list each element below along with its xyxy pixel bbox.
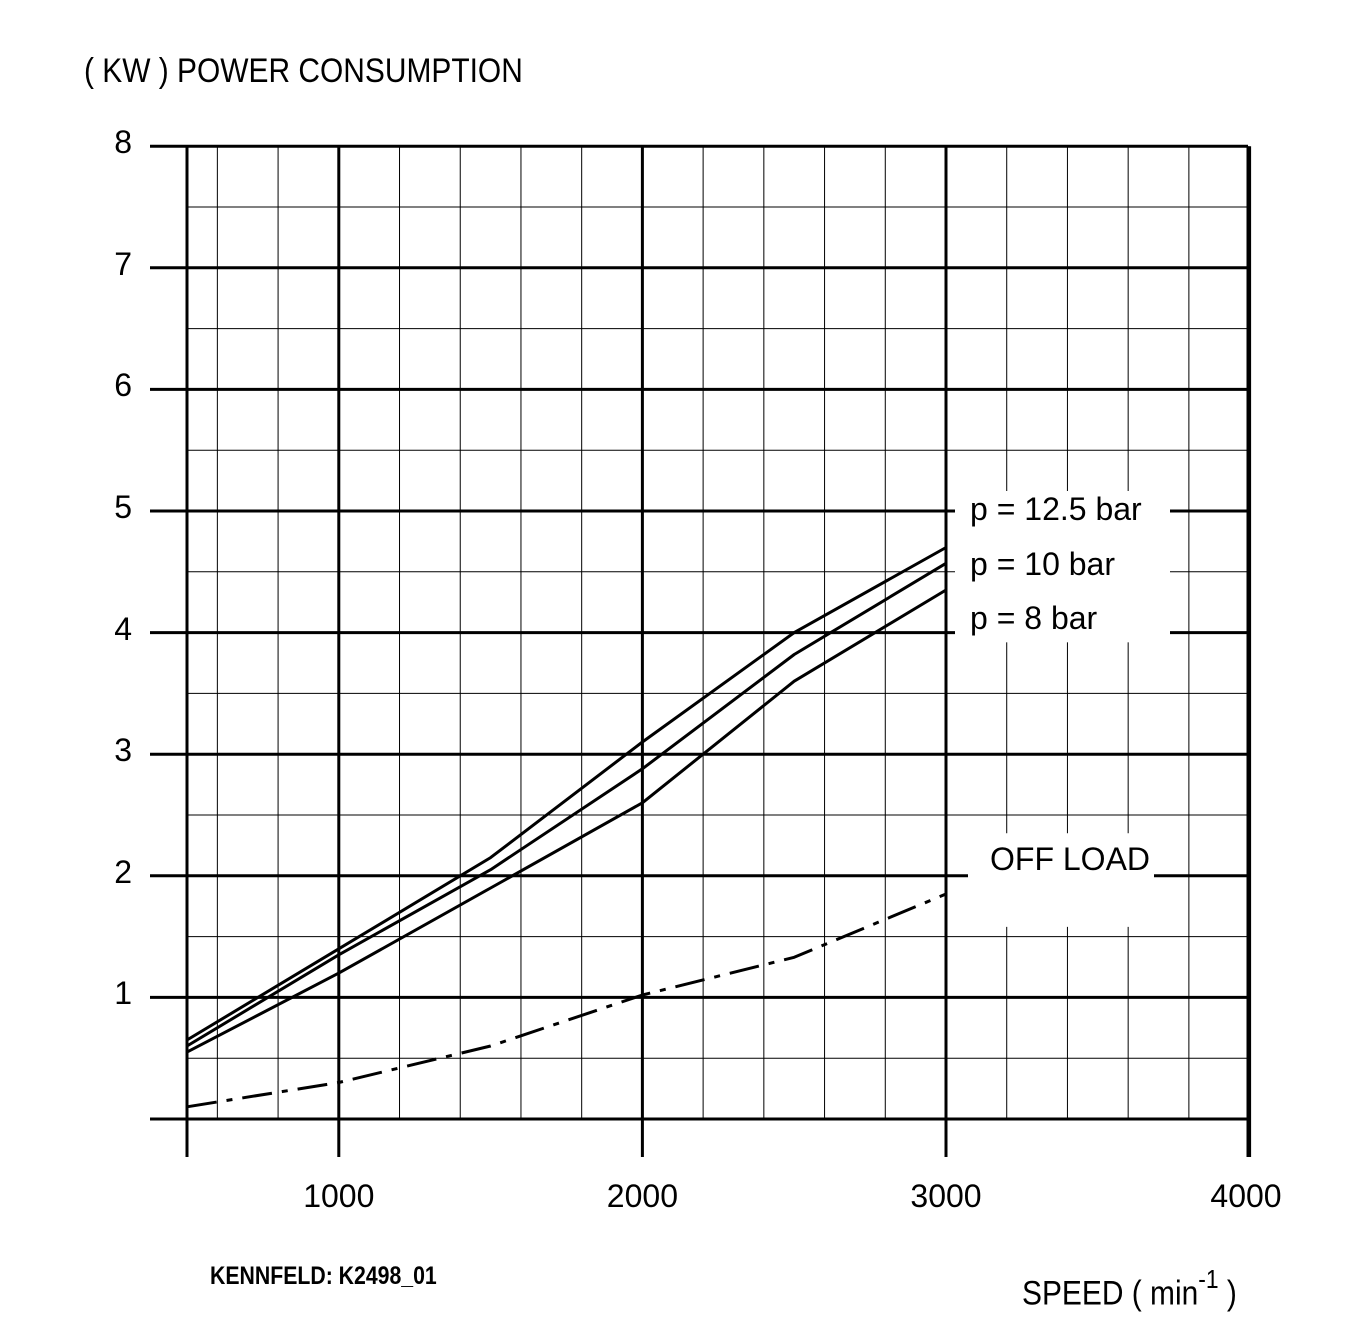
kennfeld-note: KENNFELD: K2498_01 xyxy=(210,1262,437,1290)
x-tick-label: 1000 xyxy=(303,1178,375,1214)
x-tick-label: 2000 xyxy=(606,1178,678,1214)
x-axis-label-main: SPEED ( min xyxy=(1022,1274,1199,1313)
y-tick-label: 1 xyxy=(114,975,132,1012)
y-tick-label: 7 xyxy=(114,245,132,282)
series-line-1 xyxy=(186,546,947,1042)
series-label-4: OFF LOAD xyxy=(986,841,1155,879)
x-tick-label: 3000 xyxy=(910,1178,982,1214)
y-tick-label: 5 xyxy=(114,489,132,525)
series-line-3 xyxy=(186,588,947,1054)
x-axis-label-end: ) xyxy=(1218,1274,1237,1313)
x-axis-label-exponent: -1 xyxy=(1198,1264,1219,1294)
x-tick-label: 4000 xyxy=(1210,1178,1282,1214)
y-tick-label: 2 xyxy=(114,853,132,890)
y-tick-label: 6 xyxy=(114,367,132,404)
y-tick-label: 8 xyxy=(114,124,132,161)
series-line-4 xyxy=(186,892,947,1109)
y-axis-label: ( KW ) POWER CONSUMPTION xyxy=(84,52,523,90)
series-label-1: p = 12.5 bar xyxy=(966,491,1146,528)
y-tick-label: 4 xyxy=(114,610,132,647)
series-line-2 xyxy=(186,562,947,1048)
y-tick-label: 3 xyxy=(114,732,132,769)
series-label-3: p = 8 bar xyxy=(966,600,1102,638)
x-axis-label: SPEED ( min-1 ) xyxy=(1022,1264,1237,1313)
series-label-2: p = 10 bar xyxy=(966,545,1119,583)
